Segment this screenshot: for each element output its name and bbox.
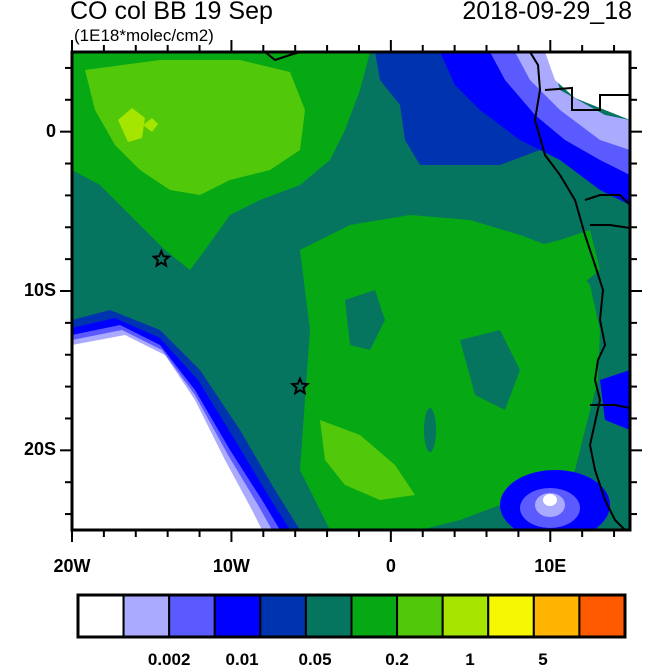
colorbar-swatch [350,594,399,638]
colorbar-swatch [441,594,490,638]
x-tick-label: 20W [53,556,91,576]
map-frame [70,50,632,532]
colorbar-swatch [532,594,581,638]
colorbar-swatch [122,594,171,638]
units-label: (1E18*molec/cm2) [74,26,214,45]
colorbar-label: 0.2 [385,650,409,667]
colorbar-swatch [578,594,627,638]
colorbar-label: 0.01 [225,650,259,667]
y-tick-label: 20S [23,439,56,460]
colorbar-label: 1 [465,650,475,667]
colorbar [76,593,627,639]
colorbar-swatch [77,594,125,638]
colorbar-swatch [213,594,262,638]
y-tick-label: 0 [45,120,56,141]
x-tick-label: 10W [212,556,250,576]
star-marker-icon [289,375,311,396]
colorbar-swatch [168,594,216,638]
markers [151,248,311,396]
colorbar-frame [76,593,627,639]
x-tick-label: 10E [534,556,567,576]
plot-title: CO col BB 19 Sep [70,0,273,25]
x-tick-label: 0 [385,556,396,576]
colorbar-label: 0.05 [298,650,332,667]
colorbar-swatch [396,594,444,638]
colorbar-swatch [304,594,353,638]
colorbar-swatch [259,594,307,638]
filled-contours [72,52,630,530]
colorbar-label: 5 [538,650,548,667]
coastlines [264,52,630,530]
colorbar-swatch [487,594,535,638]
y-tick-label: 10S [23,280,56,300]
colorbar-label: 0.002 [147,650,191,667]
plot-datetime: 2018-09-29_18 [462,0,632,25]
star-marker-icon [151,248,172,268]
